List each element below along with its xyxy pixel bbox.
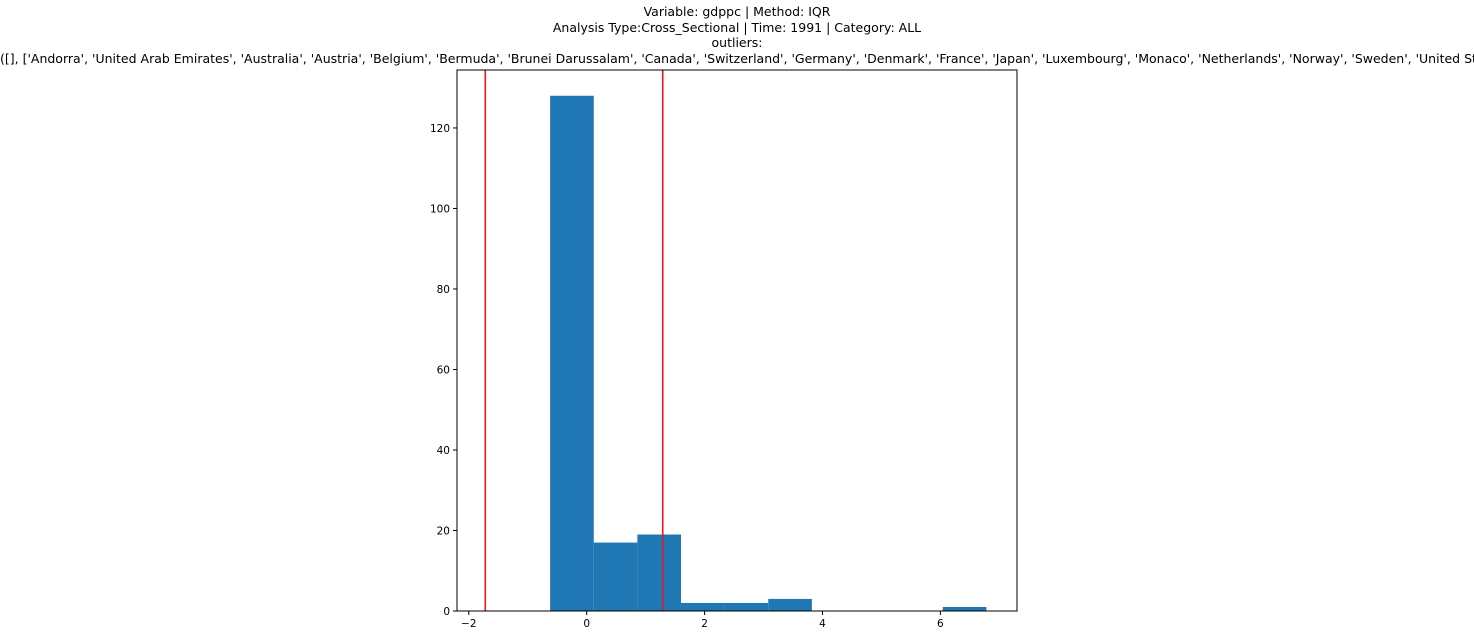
x-tick-label: −2: [461, 618, 476, 630]
axes-frame: [456, 69, 1018, 612]
title-line-variable: Variable: gdppc | Method: IQR: [643, 4, 831, 19]
y-tick-label: 0: [443, 606, 450, 618]
histogram-bar-4: [724, 602, 769, 611]
histogram-bars: [550, 95, 987, 611]
threshold-lines: [484, 70, 664, 611]
title-line-outliers-list: ([], ['Andorra', 'United Arab Emirates',…: [0, 50, 1474, 66]
histogram-bar-0: [550, 95, 594, 611]
histogram-bar-9: [942, 606, 987, 611]
chart-title: Variable: gdppc | Method: IQR Analysis T…: [0, 4, 1474, 66]
title-line-outliers-label: outliers:: [711, 35, 763, 50]
histogram-bar-1: [593, 542, 638, 611]
histogram-bar-2: [637, 534, 681, 611]
title-line-analysis: Analysis Type:Cross_Sectional | Time: 19…: [552, 19, 922, 35]
y-tick-label: 20: [437, 525, 450, 537]
y-tick-label: 120: [430, 123, 450, 135]
histogram-bar-3: [681, 602, 725, 611]
x-tick-label: 0: [583, 618, 590, 630]
x-tick-label: 6: [937, 618, 944, 630]
y-tick-label: 40: [437, 445, 450, 457]
x-tick-label: 2: [701, 618, 708, 630]
y-tick-label: 80: [437, 284, 450, 296]
x-tick-label: 4: [819, 618, 826, 630]
y-tick-label: 100: [430, 203, 450, 215]
y-tick-label: 60: [437, 364, 450, 376]
histogram-bar-5: [768, 598, 812, 611]
x-axis-ticks: −2 0 2 4 6: [461, 611, 944, 630]
y-axis-ticks: 0 20 40 60 80 100 120: [430, 123, 457, 618]
